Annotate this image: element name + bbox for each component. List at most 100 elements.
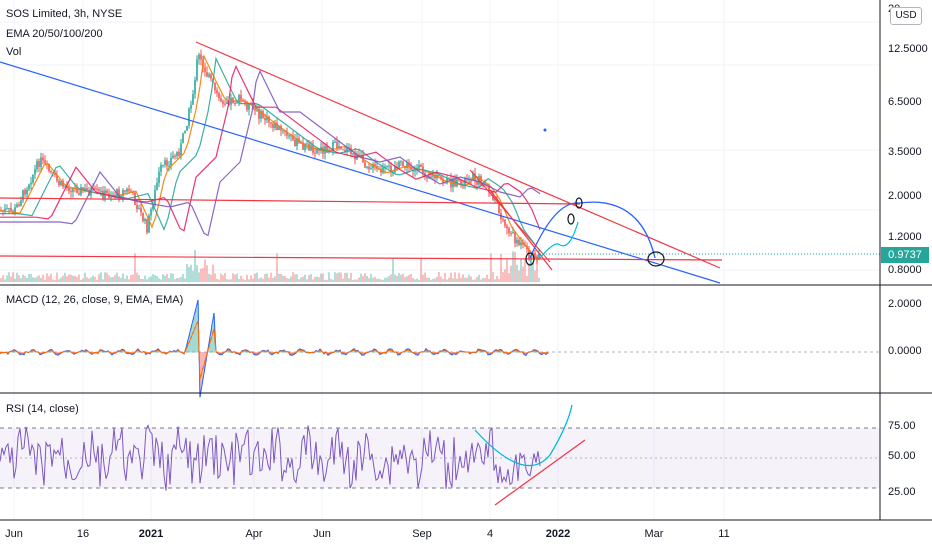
- trend-drawings[interactable]: [0, 41, 880, 284]
- volume-bar: [416, 278, 418, 282]
- candle-body: [514, 232, 516, 244]
- candle-body: [234, 102, 236, 104]
- candle-body: [390, 165, 392, 173]
- volume-bar: [188, 266, 190, 282]
- volume-bar: [190, 264, 192, 282]
- volume-bar: [506, 259, 508, 282]
- volume-bar: [398, 272, 400, 282]
- macd-indicator-label[interactable]: MACD (12, 26, close, 9, EMA, EMA): [6, 294, 184, 306]
- candle-body: [388, 165, 390, 167]
- candle-body: [72, 187, 74, 192]
- volume-bar: [270, 272, 272, 282]
- macd-histogram-bar: [201, 352, 203, 386]
- candle-body: [260, 110, 262, 119]
- candle-body: [178, 151, 180, 156]
- volume-bar: [174, 279, 176, 282]
- volume-bar: [362, 276, 364, 282]
- volume-bar: [324, 279, 326, 282]
- volume-bar: [298, 279, 300, 282]
- volume-bar: [510, 265, 512, 282]
- candle-body: [370, 168, 372, 170]
- time-tick: 4: [486, 528, 494, 540]
- volume-bar: [460, 277, 462, 282]
- volume-bar: [126, 275, 128, 282]
- candle-body: [516, 239, 518, 244]
- volume-bar: [16, 272, 18, 282]
- symbol-title[interactable]: SOS Limited, 3h, NYSE: [6, 8, 123, 20]
- volume-bar: [352, 279, 354, 282]
- candle-body: [128, 188, 130, 192]
- volume-bar: [20, 278, 22, 282]
- volume-bar: [216, 278, 218, 282]
- candle-body: [440, 176, 442, 179]
- candle-body: [38, 161, 40, 167]
- volume-bar: [514, 251, 516, 282]
- candle-body: [430, 176, 432, 178]
- volume-bar: [286, 278, 288, 282]
- volume-bar: [428, 277, 430, 282]
- time-tick: Apr: [245, 528, 263, 540]
- candle-body: [232, 97, 234, 103]
- candle-body: [314, 152, 316, 154]
- volume-bar: [480, 279, 482, 282]
- volume-indicator-label[interactable]: Vol: [6, 46, 22, 58]
- volume-bar: [98, 274, 100, 282]
- candle-body: [272, 123, 274, 128]
- volume-bar: [470, 276, 472, 282]
- candle-body: [352, 153, 354, 155]
- volume-bar: [176, 278, 178, 282]
- volume-bar: [166, 273, 168, 282]
- candle-body: [398, 161, 400, 169]
- volume-bar: [140, 278, 142, 282]
- volume-bar: [116, 272, 118, 282]
- volume-bar: [114, 275, 116, 282]
- volume-bar: [256, 272, 258, 282]
- volume-bar: [414, 279, 416, 282]
- candle-body: [124, 190, 126, 192]
- volume-bar: [0, 278, 2, 282]
- volume-bar: [394, 274, 396, 282]
- macd-tick: 0.0000: [888, 345, 922, 357]
- volume-bar: [456, 278, 458, 282]
- descending-trendline: [195, 41, 721, 269]
- volume-bar: [4, 279, 6, 282]
- volume-bar: [72, 275, 74, 282]
- volume-bar: [476, 276, 478, 282]
- volume-bar: [308, 275, 310, 282]
- candle-body: [408, 163, 410, 167]
- volume-bar: [354, 279, 356, 282]
- volume-bar: [222, 275, 224, 282]
- candle-body: [442, 178, 444, 183]
- marker-circle: [575, 197, 583, 209]
- candle-body: [156, 182, 158, 190]
- volume-bar: [390, 274, 392, 282]
- volume-bar: [422, 274, 424, 282]
- volume-bar: [288, 278, 290, 282]
- macd-histogram-bar: [191, 324, 193, 353]
- candle-body: [238, 95, 240, 103]
- candle-body: [122, 190, 124, 197]
- volume-bar: [100, 272, 102, 282]
- time-tick: Jun: [313, 528, 331, 540]
- volume-bar: [518, 270, 520, 282]
- candle-body: [76, 187, 78, 194]
- volume-bar: [310, 274, 312, 282]
- time-tick: Mar: [644, 528, 664, 540]
- volume-bar: [156, 276, 158, 282]
- candle-body: [48, 163, 50, 172]
- volume-bar: [426, 277, 428, 282]
- volume-bar: [228, 279, 230, 282]
- volume-bar: [258, 278, 260, 282]
- volume-bar: [458, 272, 460, 282]
- volume-bar: [50, 273, 52, 282]
- volume-bar: [38, 275, 40, 282]
- volume-bar: [22, 274, 24, 282]
- candle-body: [490, 192, 492, 194]
- price-candles: [0, 49, 540, 265]
- rsi-indicator-label[interactable]: RSI (14, close): [6, 403, 79, 415]
- ema-indicator-label[interactable]: EMA 20/50/100/200: [6, 28, 103, 40]
- signal-line: [0, 320, 549, 380]
- candle-body: [24, 189, 26, 195]
- currency-button[interactable]: USD: [890, 7, 922, 25]
